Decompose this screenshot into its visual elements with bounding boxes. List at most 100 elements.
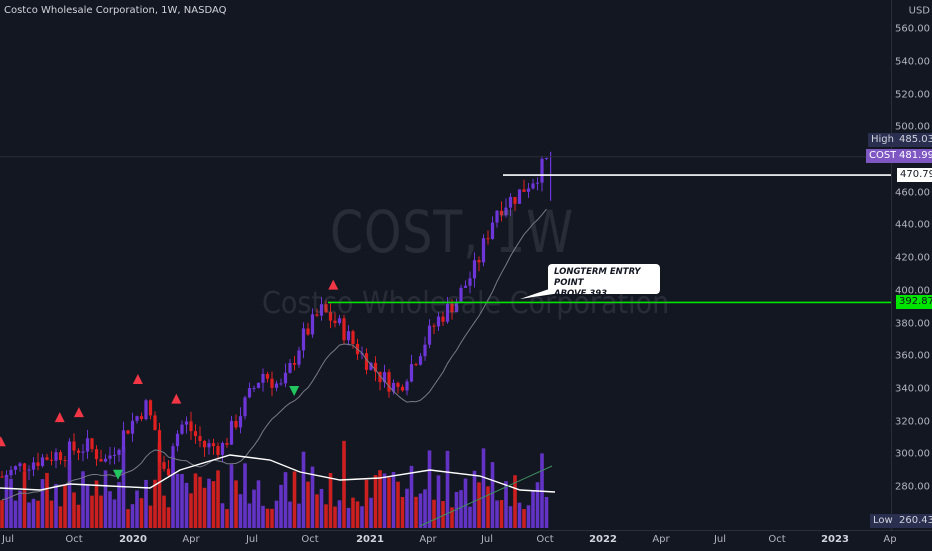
candle-body: [144, 400, 148, 420]
time-tick-label: Oct: [301, 534, 319, 545]
candle-body: [180, 424, 184, 434]
candle-body: [256, 382, 261, 388]
volume-bar: [121, 446, 126, 528]
sell-signal-marker: [0, 436, 6, 447]
volume-bar: [355, 501, 360, 528]
volume-bar: [337, 500, 342, 528]
volume-bar: [310, 466, 315, 528]
volume-bar: [103, 470, 108, 528]
volume-bar: [526, 505, 531, 528]
candle-body: [198, 436, 202, 441]
volume-bar: [468, 506, 472, 528]
volume-bar: [207, 478, 211, 528]
volume-bar: [297, 503, 301, 528]
candle-body: [292, 363, 297, 365]
volume-bar: [522, 509, 526, 528]
callout-line-1: LONGTERM ENTRY POINT: [554, 267, 641, 288]
volume-bar: [279, 484, 283, 528]
price-tick-label: 460.00: [895, 187, 930, 199]
candle-body: [508, 196, 513, 208]
candle-body: [427, 325, 432, 345]
volume-bar: [85, 484, 90, 528]
price-chart[interactable]: [0, 0, 892, 530]
price-axis[interactable]: USD 560.00 540.00 520.00 500.00 460.00 440.00…: [891, 0, 932, 530]
volume-bar: [472, 470, 477, 528]
volume-bar: [4, 474, 9, 528]
volume-bar: [333, 506, 337, 528]
volume-bar: [67, 460, 72, 528]
volume-bar: [288, 501, 292, 528]
volume-bar: [373, 475, 378, 528]
time-tick-label: Jul: [245, 534, 259, 545]
candle-body: [396, 382, 400, 387]
volume-bar: [450, 507, 454, 528]
volume-bar: [445, 450, 450, 528]
candle-body: [162, 462, 166, 469]
volume-bar: [499, 500, 504, 528]
candle-body: [135, 416, 139, 421]
candle-body: [391, 382, 396, 392]
volume-bar: [315, 494, 319, 528]
volume-bar: [130, 504, 135, 528]
time-tick-label: Ap: [883, 534, 897, 545]
price-tick-label: 420.00: [895, 252, 930, 264]
volume-bar: [108, 491, 112, 528]
volume-bar: [27, 502, 31, 528]
candle-body: [490, 222, 495, 239]
volume-bar: [301, 451, 306, 528]
sell-signal-marker: [73, 407, 84, 418]
volume-bar: [252, 489, 256, 528]
candle-body: [171, 446, 175, 476]
volume-bar: [90, 495, 94, 528]
volume-bar: [229, 464, 234, 528]
candle-body: [126, 430, 130, 434]
candle-body: [409, 364, 414, 382]
candle-body: [193, 431, 198, 437]
volume-bar: [378, 470, 382, 528]
candle-body: [139, 416, 144, 420]
candle-body: [382, 372, 387, 383]
high-tag-label: High: [868, 133, 896, 147]
candle-body: [229, 420, 234, 445]
candle-body: [18, 463, 22, 467]
volume-bar: [171, 455, 175, 528]
volume-bar: [189, 493, 193, 528]
volume-bar: [166, 507, 171, 528]
time-axis[interactable]: Jul Oct 2020 Apr Jul Oct 2021 Apr Jul Oct 2022 Apr J…: [0, 530, 932, 551]
volume-bar: [31, 498, 36, 528]
candle-body: [414, 364, 418, 366]
candle-body: [202, 440, 207, 448]
volume-bar: [247, 503, 252, 528]
volume-bar: [58, 506, 63, 528]
volume-bar: [459, 490, 463, 528]
candle-body: [67, 441, 72, 461]
volume-bar: [135, 490, 139, 528]
candle-body: [72, 441, 76, 451]
volume-bar: [153, 479, 157, 528]
volume-bar: [0, 500, 4, 528]
candle-body: [49, 459, 54, 461]
candle-body: [63, 460, 67, 462]
time-tick-label: 2021: [356, 534, 384, 545]
candle-body: [373, 362, 378, 372]
candle-body: [99, 459, 103, 462]
candle-body: [369, 362, 373, 370]
candle-body: [454, 301, 459, 313]
volume-bar: [270, 508, 274, 528]
volume-bar: [40, 479, 45, 528]
high-tag-value: 485.03: [896, 133, 932, 147]
candle-body: [504, 207, 508, 216]
volume-bar: [477, 482, 481, 528]
time-tick-label: Oct: [65, 534, 83, 545]
volume-bar: [211, 481, 216, 528]
candle-body: [513, 196, 517, 204]
candle-body: [315, 314, 319, 316]
candle-body: [58, 452, 63, 461]
candle-body: [261, 373, 265, 383]
sell-signal-marker: [328, 279, 339, 290]
time-tick-label: Apr: [652, 534, 670, 545]
volume-bar: [243, 463, 247, 528]
candle-body: [364, 353, 369, 370]
candle-body: [130, 420, 135, 434]
candle-body: [148, 400, 153, 416]
